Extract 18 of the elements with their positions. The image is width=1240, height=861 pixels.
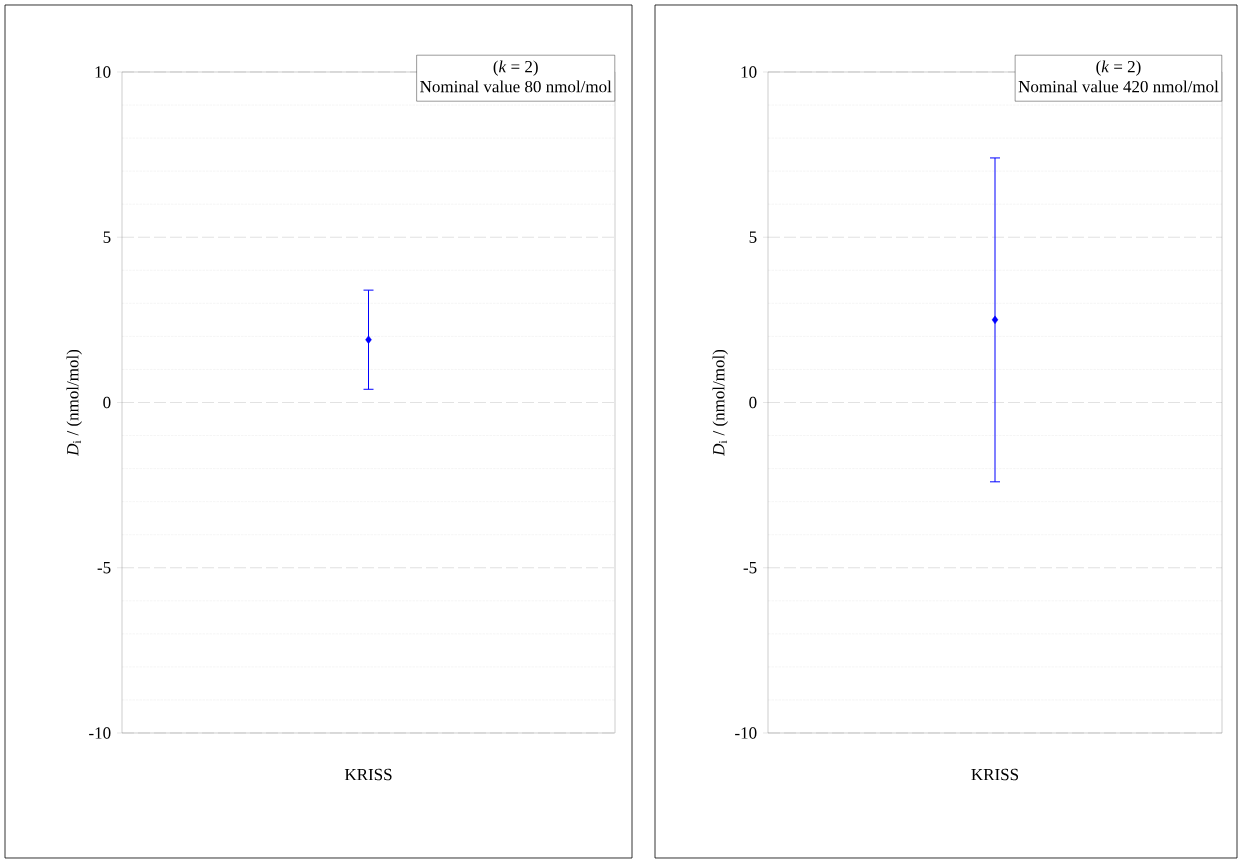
y-tick-label: 10 [95,66,111,78]
y-tick-label: 5 [103,231,111,243]
y-tick-label: 0 [749,396,757,409]
y-tick-label: -10 [735,727,757,739]
y-axis-title: D$_{i}$ / (nmol/mol) [712,349,728,457]
y-axis-title: D$_{i}$ / (nmol/mol) [66,349,82,457]
annotation: Nominal value 420 nmol/mol [1018,80,1219,93]
y-tick-label: -5 [97,562,111,574]
y-tick-label: 5 [749,231,757,243]
x-tick-label: KRISS [344,768,392,781]
y-tick-label: -5 [743,562,757,574]
annotation: (k = 2) [1096,60,1141,76]
y-tick-label: -10 [89,727,111,739]
y-tick-label: 0 [103,396,111,409]
x-tick-label: KRISS [971,768,1019,781]
annotation: (k = 2) [493,60,538,76]
annotation: Nominal value 80 nmol/mol [420,80,612,93]
y-tick-label: 10 [741,66,757,78]
